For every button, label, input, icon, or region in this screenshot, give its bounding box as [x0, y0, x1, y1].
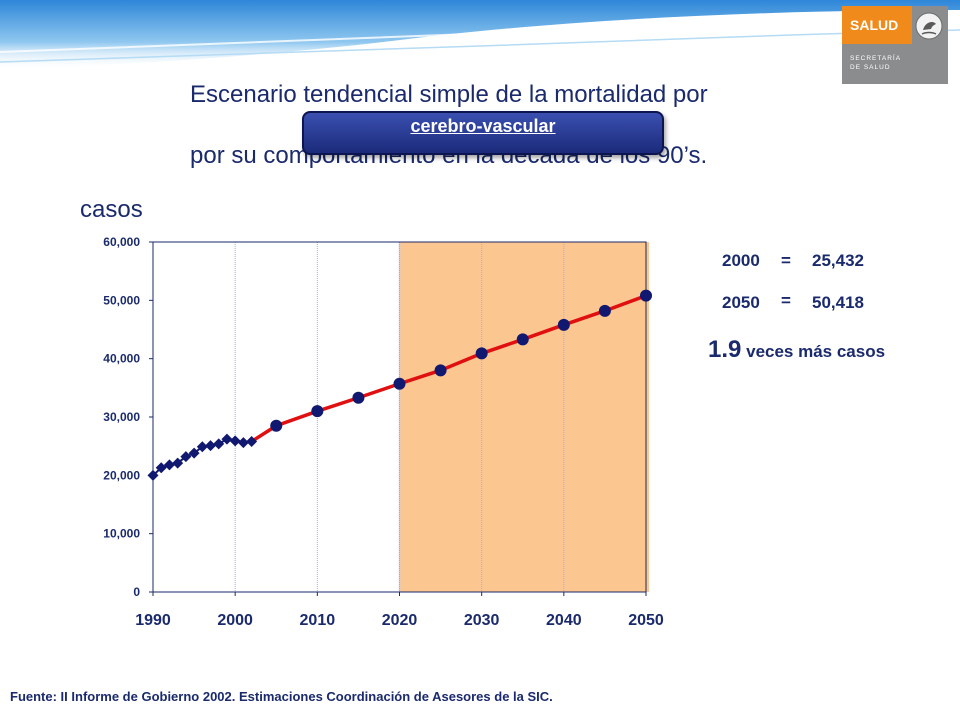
projection-point [598, 304, 611, 317]
source-footnote: Fuente: II Informe de Gobierno 2002. Est… [10, 689, 553, 704]
title-line1: Escenario tendencial simple de la mortal… [190, 81, 708, 108]
highlight-banner: cerebro-vascular [302, 111, 664, 155]
y-tick-label: 30,000 [103, 410, 140, 424]
x-tick-label: 2000 [217, 612, 253, 629]
logo-subtitle: SECRETARÍA DE SALUD [850, 54, 901, 72]
projection-point [393, 377, 406, 390]
x-tick-label: 2020 [382, 612, 418, 629]
historical-point [155, 462, 167, 474]
projection-point [516, 333, 529, 346]
projection-band [399, 242, 649, 592]
historical-point [213, 438, 225, 450]
x-tick-label: 2040 [546, 612, 582, 629]
stat-ratio-text: veces más casos [746, 342, 886, 361]
projection-point [640, 289, 652, 302]
stat-value-2050: 50,418 [812, 293, 864, 312]
header-wave-decoration [0, 0, 960, 70]
stat-equals-2: = [781, 291, 791, 310]
stat-equals-1: = [781, 251, 791, 270]
projection-point [352, 391, 365, 404]
stat-ratio: 1.9 veces más casos [708, 336, 885, 364]
stat-year-2000: 2000 [722, 251, 760, 270]
logo-brand: SALUD [842, 6, 912, 44]
stat-value-2000: 25,432 [812, 251, 864, 270]
projection-point [311, 405, 324, 418]
highlight-text: cerebro-vascular [410, 116, 556, 136]
historical-point [196, 441, 208, 453]
y-tick-label: 40,000 [103, 352, 140, 366]
x-tick-label: 2010 [300, 612, 336, 629]
historical-point [172, 457, 184, 469]
historical-point [180, 451, 192, 463]
eagle-seal-icon [915, 12, 943, 40]
x-tick-label: 2050 [628, 612, 664, 629]
historical-point [246, 436, 258, 447]
y-axis-label: casos [80, 196, 143, 223]
historical-point [221, 433, 233, 445]
historical-point [237, 437, 249, 449]
historical-point [147, 469, 159, 481]
historical-point [205, 440, 217, 452]
x-tick-label: 1990 [135, 612, 171, 629]
y-tick-label: 10,000 [103, 527, 140, 541]
y-tick-label: 50,000 [103, 293, 140, 307]
stat-year-2050: 2050 [722, 293, 760, 312]
y-tick-label: 20,000 [103, 468, 140, 482]
projection-point [434, 364, 447, 377]
logo-subtitle-line2: DE SALUD [850, 64, 891, 71]
projection-point [557, 318, 570, 331]
historical-point [163, 459, 175, 471]
secretaria-de-salud-logo: SALUD SECRETARÍA DE SALUD [842, 6, 948, 84]
y-tick-label: 60,000 [103, 235, 140, 249]
projection-point [270, 419, 283, 432]
y-tick-label: 0 [133, 585, 140, 599]
x-tick-label: 2030 [464, 612, 500, 629]
historical-point [188, 447, 200, 459]
stat-ratio-number: 1.9 [708, 336, 742, 363]
logo-subtitle-line1: SECRETARÍA [850, 55, 902, 62]
historical-point [229, 435, 241, 447]
projection-point [475, 347, 488, 360]
